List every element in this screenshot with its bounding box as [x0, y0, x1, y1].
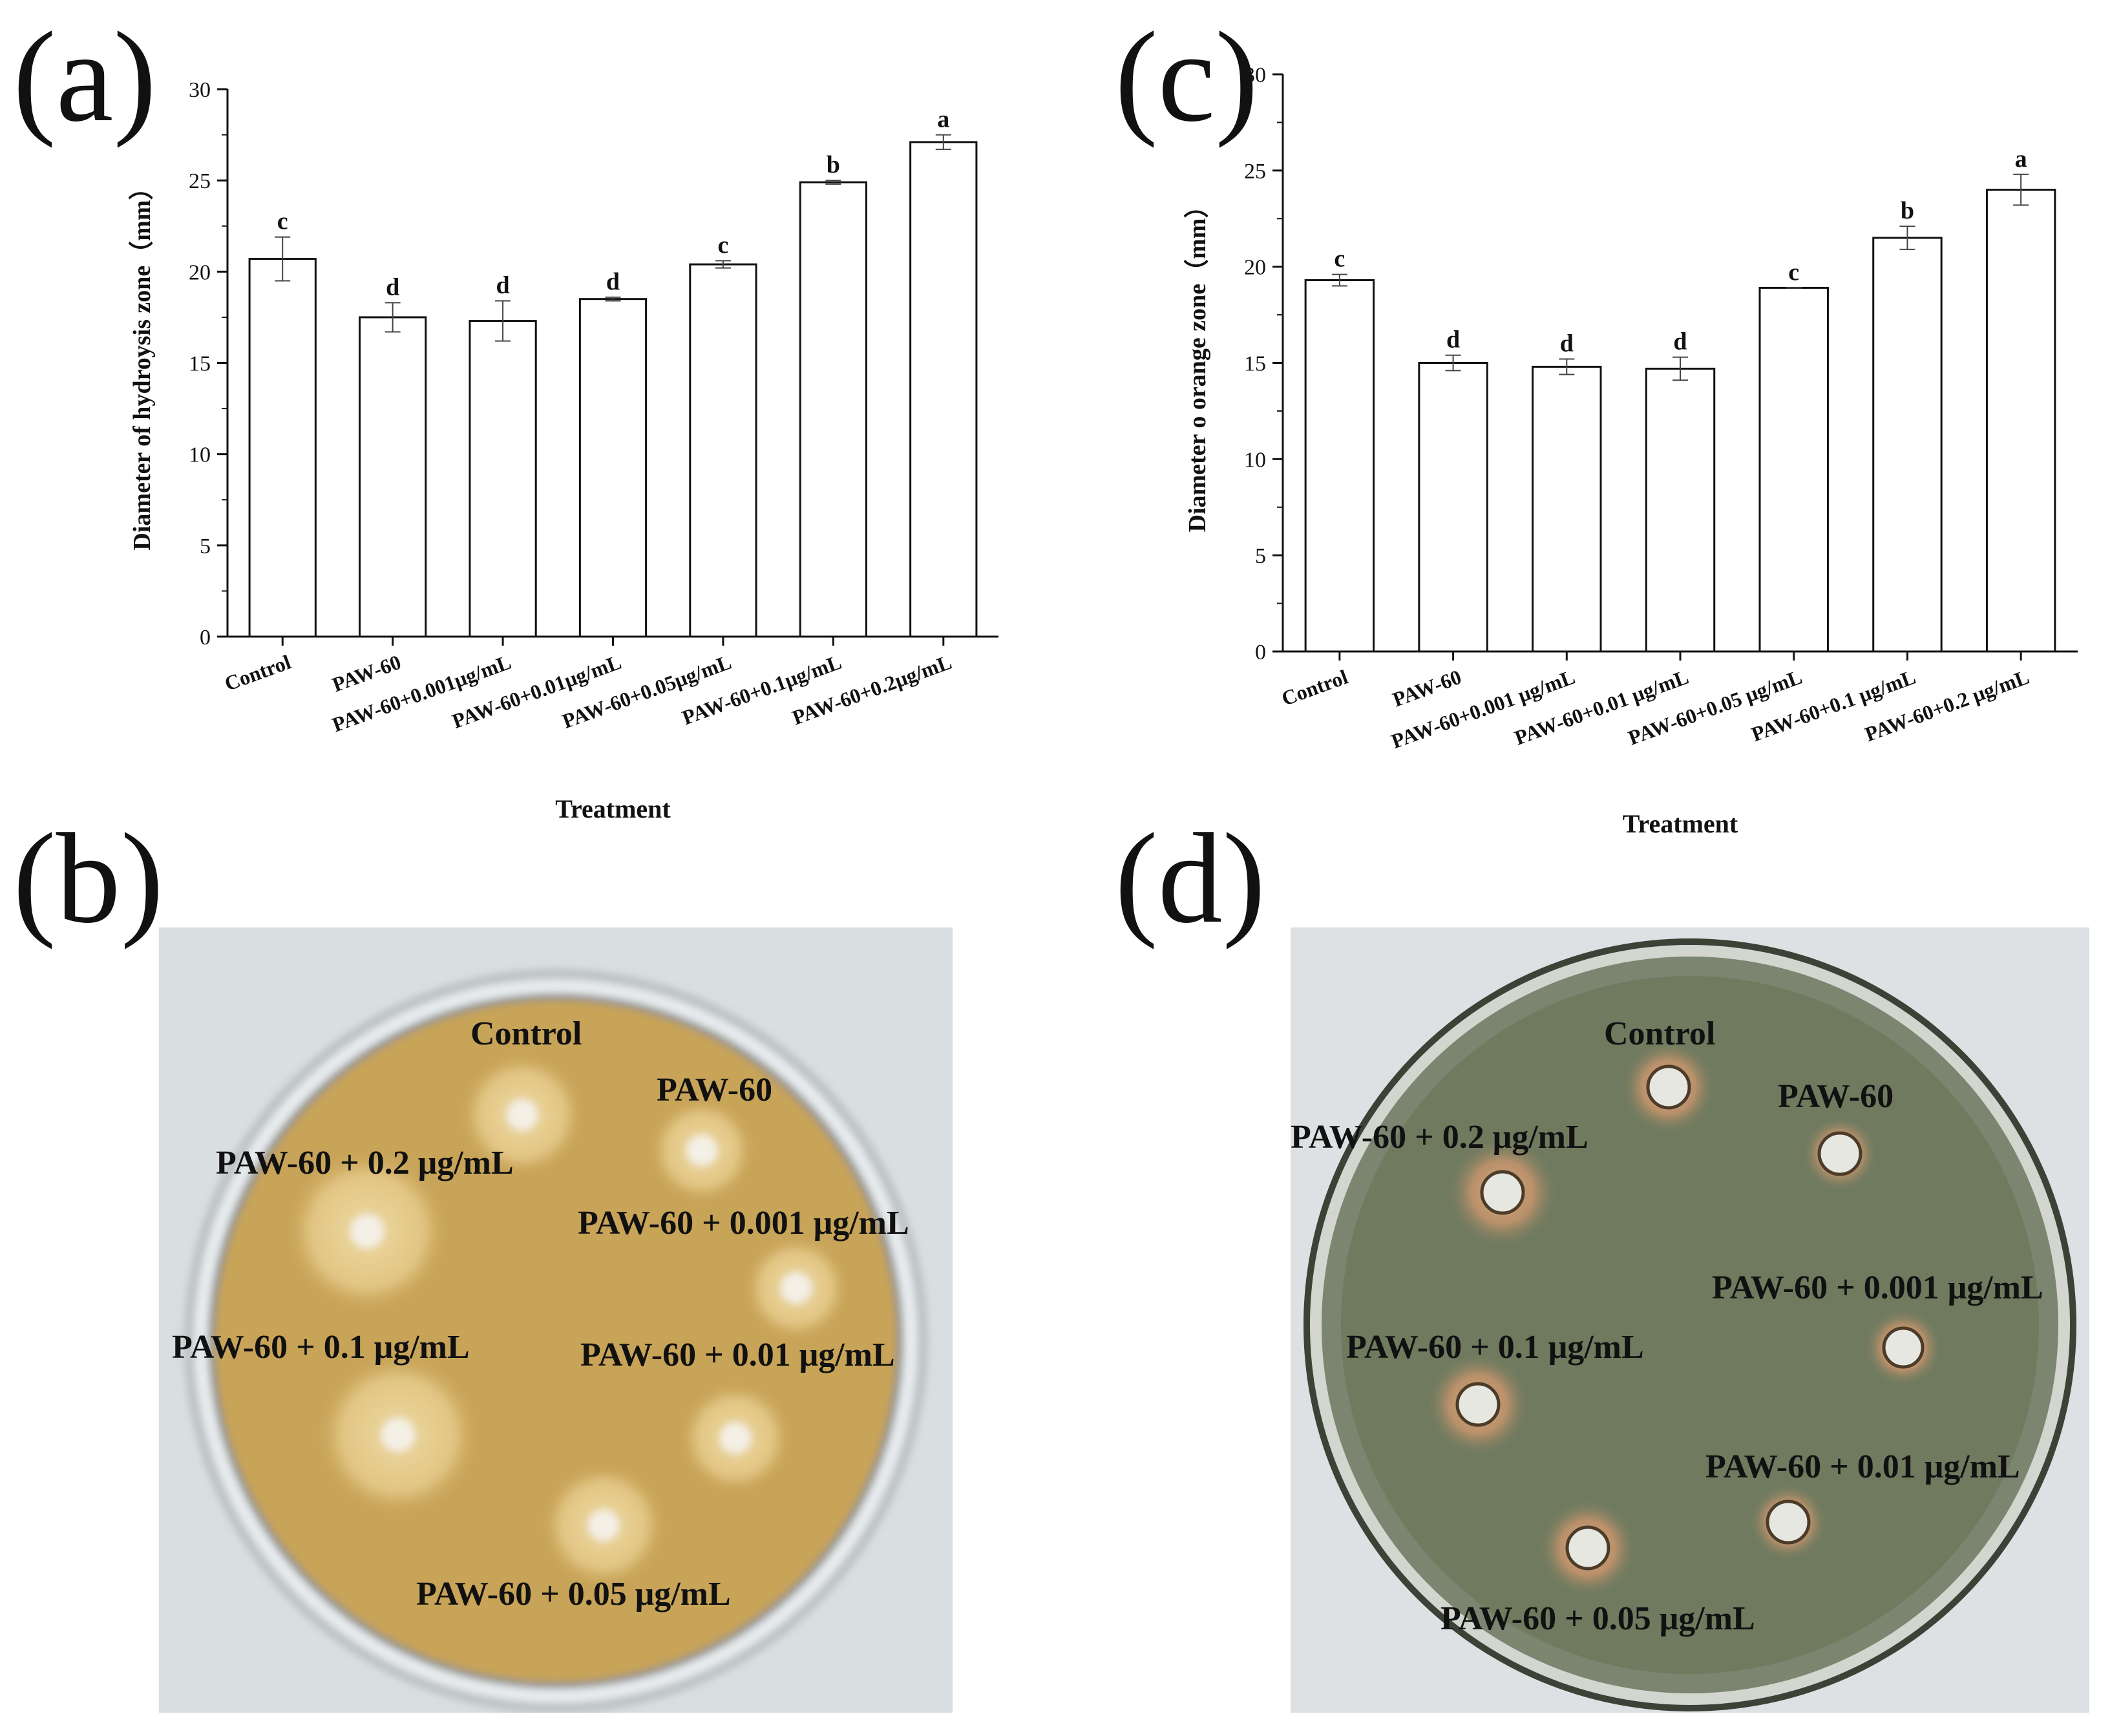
y-tick-label: 15	[189, 352, 211, 376]
y-tick-label: 15	[1244, 352, 1266, 376]
significance-letter: b	[827, 151, 840, 178]
well-0.05	[588, 1510, 619, 1541]
bar	[689, 263, 757, 638]
x-tick-label: PAW-60+0.001 μg/mL	[1388, 665, 1578, 753]
x-axis-label: Treatment	[555, 794, 671, 823]
x-tick-label: PAW-60	[329, 650, 404, 697]
bar	[1985, 189, 2056, 653]
plate-b-label-0.01: PAW-60 + 0.01 μg/mL	[580, 1337, 895, 1373]
plate-photo-d: Control PAW-60 PAW-60 + 0.2 μg/mL PAW-60…	[1291, 927, 2089, 1713]
y-tick-label: 30	[189, 78, 211, 102]
significance-letter: c	[1334, 246, 1345, 273]
plate-d-label-0.2: PAW-60 + 0.2 μg/mL	[1291, 1119, 1588, 1156]
significance-letter: a	[937, 106, 949, 133]
well-0.01	[720, 1423, 751, 1454]
plate-d-label-paw60: PAW-60	[1778, 1078, 1894, 1115]
bar	[469, 320, 537, 638]
plate-b-label-0.001: PAW-60 + 0.001 μg/mL	[578, 1205, 909, 1242]
plate-d-label-control: Control	[1604, 1015, 1716, 1052]
well-0.1	[381, 1418, 415, 1452]
bar	[1304, 279, 1375, 653]
plate-d-label-0.1: PAW-60 + 0.1 μg/mL	[1346, 1329, 1644, 1366]
plate-d-label-0.05: PAW-60 + 0.05 μg/mL	[1440, 1600, 1755, 1637]
x-tick-label: Control	[222, 650, 294, 695]
significance-letter: d	[496, 272, 510, 299]
petri-dish-b	[184, 969, 927, 1713]
well-0.2-d	[1480, 1170, 1525, 1215]
y-tick-label: 0	[200, 626, 211, 650]
bar	[799, 181, 867, 638]
panel-label-c: (c)	[1115, 6, 1258, 149]
panel-label-d: (d)	[1115, 807, 1266, 950]
significance-letter: d	[606, 268, 620, 295]
plate-b-label-0.1: PAW-60 + 0.1 μg/mL	[172, 1329, 470, 1366]
well-control	[507, 1099, 538, 1130]
y-tick-label: 30	[1244, 63, 1266, 87]
well-paw60	[686, 1135, 717, 1166]
significance-letter: c	[277, 208, 288, 235]
bar	[1418, 362, 1488, 653]
significance-letter: b	[1901, 197, 1914, 224]
y-tick-label: 0	[1255, 640, 1266, 664]
x-tick-label: PAW-60+0.001μg/mL	[329, 650, 514, 737]
bar	[578, 298, 648, 638]
well-0.001-d	[1882, 1326, 1925, 1369]
well-0.01-d	[1766, 1499, 1811, 1545]
y-tick-label: 10	[1244, 448, 1266, 472]
significance-letter: d	[1446, 326, 1460, 354]
y-tick-label: 5	[200, 535, 211, 558]
y-axis-label: Diameter o orange zone（mm）	[1184, 194, 1211, 533]
y-tick-label: 10	[189, 443, 211, 467]
plate-photo-b: Control PAW-60 PAW-60 + 0.2 μg/mL PAW-60…	[159, 927, 953, 1713]
well-0.1-d	[1455, 1382, 1501, 1427]
plate-b-label-0.2: PAW-60 + 0.2 μg/mL	[216, 1145, 514, 1181]
plate-b-label-0.05: PAW-60 + 0.05 μg/mL	[416, 1576, 731, 1613]
petri-dish-d	[1303, 938, 2076, 1711]
y-tick-label: 20	[1244, 256, 1266, 280]
bar-chart-a: 0 5 10 15 20 25 30 Diameter of hydroysis zone（m…	[129, 78, 998, 823]
bar	[248, 258, 317, 638]
y-tick-label: 20	[189, 260, 211, 284]
well-paw60-d	[1817, 1131, 1862, 1176]
well-control-d	[1646, 1064, 1691, 1110]
plate-b-label-paw60: PAW-60	[657, 1072, 773, 1108]
bar	[359, 316, 427, 638]
bar	[909, 141, 978, 638]
well-0.2	[350, 1214, 384, 1248]
plate-d-label-0.001: PAW-60 + 0.001 μg/mL	[1712, 1269, 2043, 1306]
well-0.05-d	[1565, 1525, 1610, 1571]
bar	[1645, 367, 1716, 653]
bar-chart-c: 0 5 10 15 20 25 30 Diameter o orange zone（mm） c C…	[1184, 63, 2078, 834]
significance-letter: d	[1673, 328, 1687, 355]
significance-letter: a	[2015, 145, 2027, 173]
bar	[1758, 286, 1829, 653]
x-tick-label: PAW-60	[1389, 665, 1464, 712]
y-tick-label: 25	[189, 169, 211, 193]
y-tick-label: 25	[1244, 160, 1266, 184]
significance-letter: d	[386, 273, 399, 301]
bar	[1532, 365, 1602, 653]
plate-b-label-control: Control	[470, 1015, 582, 1052]
y-tick-label: 5	[1255, 544, 1266, 568]
x-axis-label: Treatment	[1623, 809, 1738, 834]
bar	[1872, 237, 1943, 653]
y-axis-label: Diameter of hydroysis zone（mm）	[129, 175, 156, 550]
panel-label-b: (b)	[13, 807, 164, 950]
plate-d-label-0.01: PAW-60 + 0.01 μg/mL	[1705, 1448, 2020, 1485]
significance-letter: d	[1560, 330, 1574, 357]
significance-letter: c	[717, 231, 728, 259]
panel-label-a: (a)	[13, 6, 156, 149]
significance-letter: c	[1788, 259, 1799, 286]
well-0.001	[781, 1273, 812, 1304]
x-tick-label: Control	[1278, 665, 1351, 710]
